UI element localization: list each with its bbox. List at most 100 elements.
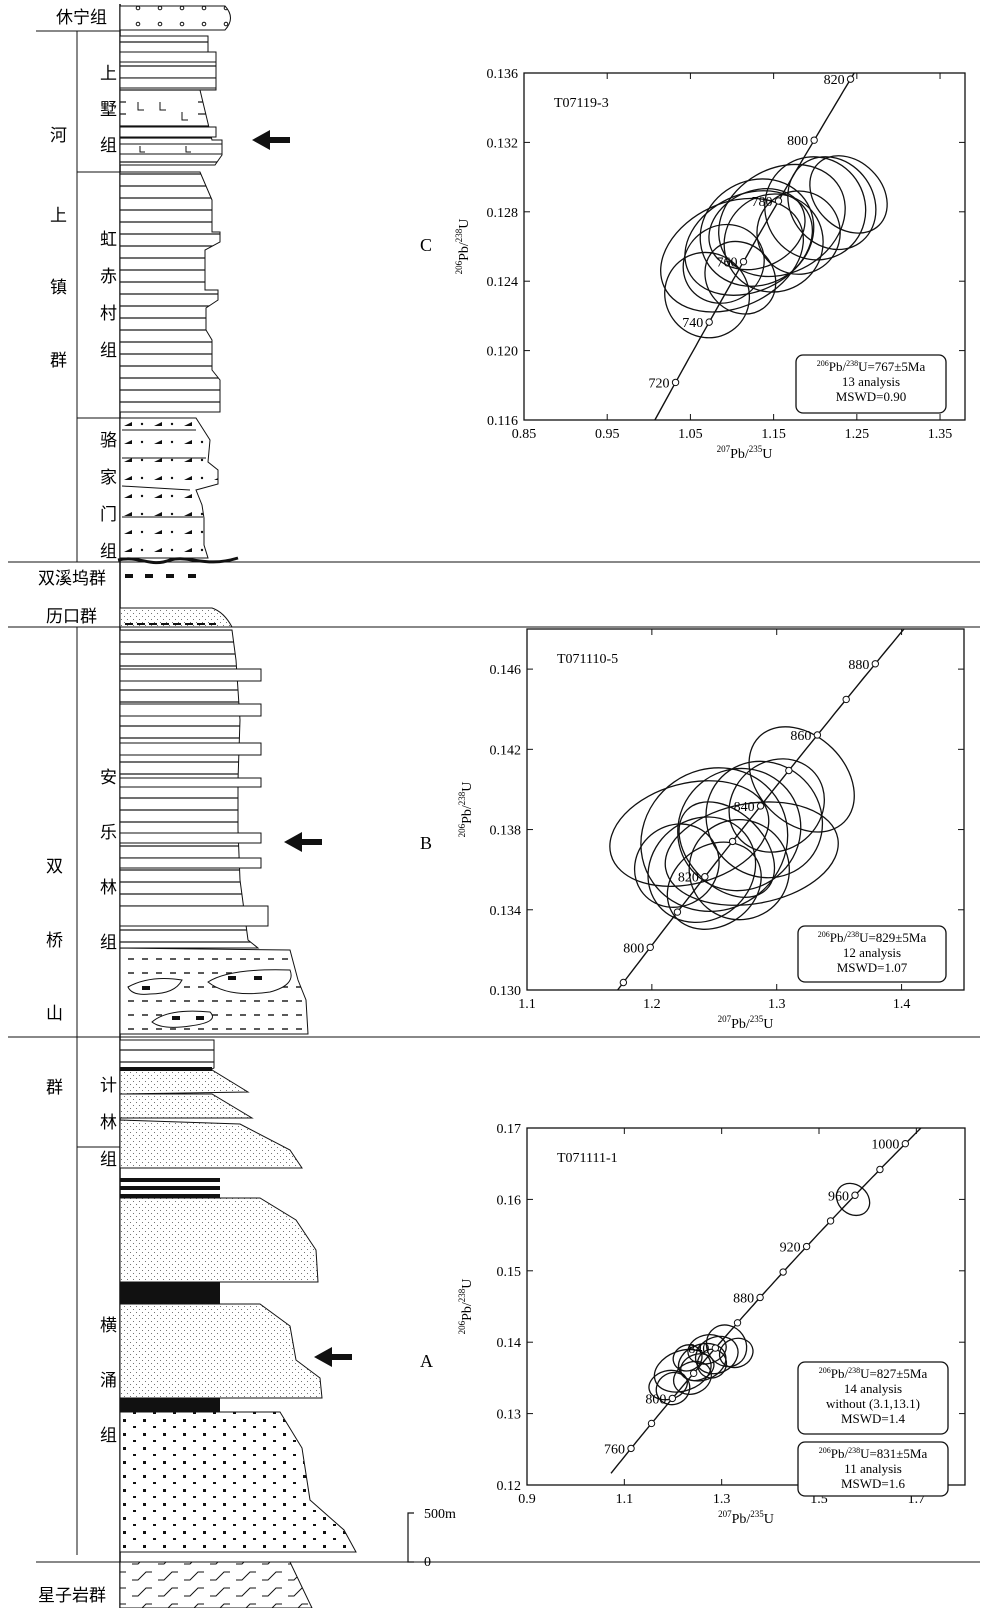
sample-name: T071111-1	[557, 1151, 618, 1166]
panel-letter-c: C	[420, 235, 432, 255]
y-tick-label: 0.146	[490, 663, 522, 678]
formation-char: 安	[100, 768, 117, 788]
x-axis-label-pre: 207	[718, 1509, 732, 1519]
result-box	[797, 1441, 949, 1497]
result-value: U=767±5Ma	[858, 359, 925, 374]
x-tick-label: 1.35	[928, 427, 953, 442]
age-label: 720	[649, 376, 670, 391]
error-ellipse	[684, 190, 814, 296]
age-marker	[673, 908, 682, 916]
lith-coal	[120, 1186, 220, 1190]
x-tick-label: 1.4	[893, 997, 911, 1012]
concordia-plot-b: 1.1 1.2 1.3 1.4 0.130 0.134 0.138 0.142 0.146 800…	[457, 628, 965, 1032]
lith-lens	[207, 969, 292, 995]
error-ellipse	[647, 816, 757, 924]
x-tick-label: 0.85	[512, 427, 537, 442]
age-marker	[705, 318, 713, 326]
error-ellipse	[672, 1360, 712, 1395]
age-marker	[711, 1344, 720, 1352]
lith-bed	[119, 668, 262, 682]
y-tick-label: 0.124	[487, 275, 519, 290]
age-marker	[689, 1369, 698, 1377]
y-tick-label: 0.17	[497, 1122, 522, 1137]
y-tick-label: 0.12	[497, 1479, 522, 1494]
x-tick-label: 1.1	[518, 997, 536, 1012]
result-line: MSWD=1.4	[841, 1411, 906, 1426]
group-char: 上	[50, 206, 67, 226]
formation-char: 横	[100, 1316, 117, 1336]
y-tick-label: 0.130	[490, 984, 522, 999]
age-label: 800	[623, 941, 644, 956]
formation-char: 骆	[100, 431, 117, 451]
x-axis-label: 207Pb/235U	[718, 1014, 774, 1032]
result-line: 206Pb/238U=829±5Ma	[818, 930, 927, 945]
formation-char: 组	[100, 136, 117, 156]
error-ellipse	[677, 1342, 727, 1382]
lith-bed	[119, 832, 262, 844]
age-label: 840	[688, 1342, 709, 1357]
lith-mudstone-hongchicun	[119, 171, 221, 413]
unit-xiuning: 休宁组	[56, 8, 107, 28]
x-axis-label-sup: 235	[750, 1509, 764, 1519]
result-line: 13 analysis	[842, 374, 900, 389]
result-box	[797, 1361, 949, 1435]
y-axis-label-end: U	[460, 782, 475, 792]
lith-sandstone-jilin	[119, 1093, 254, 1119]
age-label: 920	[780, 1241, 801, 1256]
strat-column: 500m 0 休宁组 河 上 镇 群 上 墅 组 虹 赤 村 组 骆 家 门 组…	[8, 4, 980, 1608]
scale-bar	[407, 1512, 414, 1563]
x-axis-label-pre: 207	[717, 444, 731, 454]
error-ellipse	[708, 187, 806, 271]
lith-conglomerate	[119, 5, 231, 31]
y-tick-label: 0.138	[490, 824, 522, 839]
result-main: Pb/	[829, 359, 847, 374]
lith-bed	[119, 777, 262, 788]
y-axis-label: 206Pb/238U	[457, 782, 475, 838]
formation-char: 组	[100, 1426, 117, 1446]
y-axis-label-sup: 238	[457, 791, 467, 805]
x-axis-label-sup: 235	[749, 444, 763, 454]
result-line: MSWD=1.07	[837, 960, 908, 975]
group-char: 双	[46, 857, 63, 877]
lith-sandstone-jilin	[119, 1119, 303, 1169]
result-main: Pb/	[831, 1366, 849, 1381]
lith-bed	[119, 51, 217, 63]
sample-name: T071110-5	[557, 652, 618, 667]
lith-lens	[151, 1010, 213, 1028]
panel-letter-b: B	[420, 833, 432, 853]
group-char: 群	[46, 1078, 63, 1098]
error-ellipse	[704, 240, 777, 315]
result-line: 12 analysis	[843, 945, 901, 960]
age-label: 740	[682, 316, 703, 331]
y-tick-label: 0.15	[497, 1265, 522, 1280]
lith-sandstone-hengyong	[119, 1303, 323, 1399]
x-axis-label-main: Pb/	[730, 447, 749, 462]
result-box	[795, 354, 947, 414]
age-label: 760	[604, 1442, 625, 1457]
x-tick-label: 1.3	[768, 997, 786, 1012]
age-marker	[733, 1319, 742, 1327]
unit-shuangxiwu: 双溪坞群	[38, 569, 106, 589]
result-sup: 238	[848, 1446, 860, 1455]
error-ellipse	[664, 251, 751, 339]
formation-char: 上	[100, 64, 117, 84]
y-axis-label-pre: 206	[457, 1320, 467, 1334]
unconformity	[117, 556, 239, 565]
error-ellipse	[664, 801, 839, 906]
formation-char: 计	[100, 1076, 117, 1096]
lith-sandstone-hengyong	[119, 1197, 319, 1283]
y-tick-label: 0.132	[487, 136, 519, 151]
error-ellipse	[677, 767, 802, 892]
scale-top-label: 500m	[424, 1507, 456, 1522]
x-tick-label: 0.9	[518, 1492, 536, 1507]
age-label: 960	[828, 1189, 849, 1204]
age-marker	[728, 837, 737, 846]
unit-xingziyan: 星子岩群	[38, 1586, 106, 1606]
formation-char: 涌	[100, 1371, 117, 1391]
error-ellipse	[640, 767, 789, 913]
y-axis-label-main: Pb/	[460, 1302, 475, 1321]
formation-char: 组	[100, 341, 117, 361]
lith-sandstone-jilin	[119, 1069, 250, 1095]
formation-char: 墅	[100, 100, 117, 120]
